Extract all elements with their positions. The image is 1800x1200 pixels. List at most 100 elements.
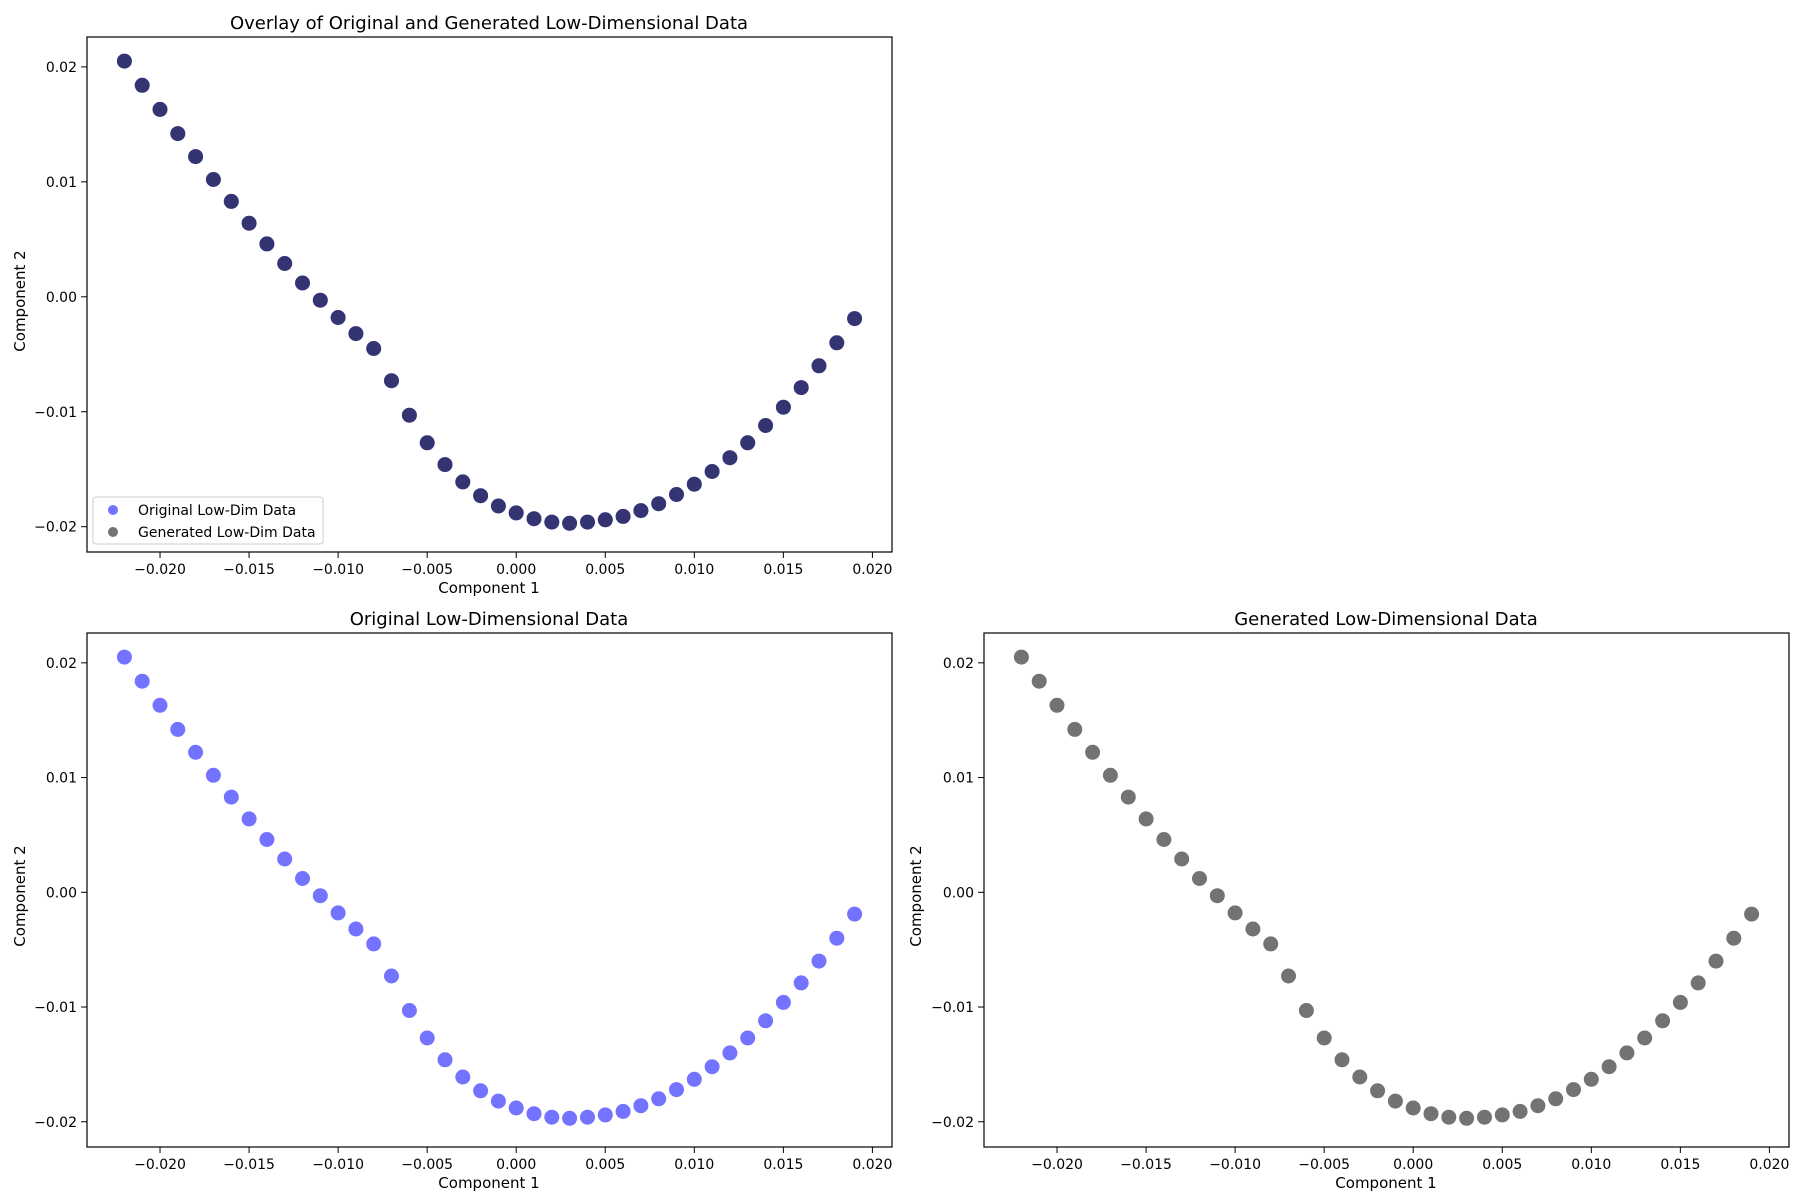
overlay-point-b-26 [580, 514, 595, 530]
original-point-a-11 [312, 888, 328, 904]
original-point-a-25 [562, 1110, 578, 1126]
generated-x-axis-label: Component 1 [1335, 1174, 1436, 1192]
generated-x-tick-label: 0.005 [1482, 1157, 1522, 1173]
original-point-a-20 [473, 1083, 489, 1099]
generated-point-a-17 [1316, 1030, 1332, 1046]
legend-marker-generated [108, 527, 118, 537]
generated-y-tick-label: 0.00 [943, 885, 974, 901]
overlay-point-b-9 [277, 256, 293, 271]
generated-point-a-7 [1138, 811, 1154, 827]
overlay-y-tick-label: 0.01 [46, 175, 77, 191]
original-point-a-17 [419, 1030, 435, 1046]
overlay-point-b-19 [455, 474, 471, 490]
overlay-point-b-36 [758, 418, 774, 433]
original-point-a-13 [348, 921, 364, 937]
original-point-a-3 [170, 721, 186, 737]
generated-point-a-34 [1619, 1045, 1635, 1061]
original-point-a-29 [633, 1098, 649, 1114]
generated-point-a-29 [1530, 1098, 1546, 1114]
original-plot-area: −0.020 −0.015 −0.010 −0.005 0.000 0.005 0.010 0… [34, 632, 893, 1173]
original-point-a-9 [277, 851, 293, 867]
generated-point-a-6 [1120, 789, 1136, 805]
generated-y-tick-label: −0.02 [931, 1115, 974, 1131]
overlay-point-b-11 [312, 292, 328, 308]
overlay-point-b-5 [205, 172, 221, 187]
overlay-point-b-18 [437, 457, 453, 473]
generated-panel: Generated Low-Dimensional Data Component… [907, 609, 1790, 1192]
generated-y-tick-label: 0.01 [943, 771, 974, 787]
overlay-x-tick-label: 0.020 [852, 562, 892, 578]
overlay-point-b-0 [116, 53, 132, 69]
original-point-a-21 [490, 1093, 506, 1109]
overlay-point-b-29 [633, 503, 649, 519]
original-point-a-31 [669, 1082, 684, 1098]
original-point-a-18 [437, 1052, 453, 1068]
generated-point-a-37 [1672, 994, 1688, 1010]
generated-point-a-19 [1352, 1069, 1368, 1085]
generated-point-a-30 [1548, 1091, 1564, 1107]
original-point-a-38 [793, 975, 809, 991]
generated-point-a-31 [1566, 1082, 1581, 1098]
generated-point-a-14 [1263, 936, 1279, 952]
generated-point-a-11 [1209, 888, 1225, 904]
legend-label-original: Original Low-Dim Data [138, 503, 296, 519]
overlay-title: Overlay of Original and Generated Low-Di… [230, 13, 748, 34]
original-point-a-33 [704, 1059, 720, 1075]
original-point-a-0 [116, 649, 132, 665]
overlay-point-b-15 [384, 373, 399, 389]
overlay-point-b-4 [188, 149, 204, 165]
overlay-axes-frame [86, 36, 893, 553]
overlay-panel: Overlay of Original and Generated Low-Di… [11, 13, 893, 597]
original-point-a-36 [758, 1013, 774, 1029]
original-point-a-41 [847, 906, 863, 922]
generated-point-a-27 [1494, 1107, 1510, 1123]
overlay-x-tick-label: −0.005 [401, 562, 453, 578]
overlay-point-b-23 [526, 511, 542, 527]
original-title: Original Low-Dimensional Data [350, 609, 629, 630]
overlay-plot-area: −0.020 −0.015 −0.010 −0.005 0.000 0.005 0.010 0… [34, 36, 893, 578]
original-x-tick-label: 0.015 [763, 1157, 803, 1173]
original-point-a-22 [508, 1100, 524, 1116]
generated-point-a-21 [1387, 1093, 1403, 1109]
generated-point-a-18 [1334, 1052, 1350, 1068]
generated-y-tick-label: 0.02 [943, 656, 974, 672]
generated-plot-area: −0.020 −0.015 −0.010 −0.005 0.000 0.005 0.010 0… [931, 632, 1790, 1173]
generated-point-a-1 [1031, 673, 1047, 689]
generated-point-a-28 [1512, 1103, 1528, 1119]
overlay-point-b-6 [223, 193, 239, 209]
overlay-point-b-33 [704, 464, 720, 479]
original-point-a-2 [152, 697, 168, 713]
generated-point-a-33 [1601, 1059, 1617, 1075]
overlay-point-b-34 [722, 450, 738, 466]
overlay-x-tick-label: 0.015 [763, 562, 803, 578]
legend-box [92, 496, 324, 545]
overlay-point-b-24 [544, 514, 560, 530]
overlay-point-b-13 [348, 326, 364, 342]
original-point-a-10 [295, 871, 310, 886]
overlay-point-b-8 [259, 236, 275, 252]
overlay-point-b-31 [669, 487, 684, 502]
overlay-point-b-3 [170, 126, 186, 142]
overlay-y-tick-label: 0.02 [46, 60, 77, 76]
overlay-point-b-2 [152, 101, 168, 117]
original-y-tick-label: −0.02 [34, 1115, 77, 1131]
overlay-point-b-37 [775, 399, 791, 415]
generated-point-a-10 [1192, 871, 1207, 886]
generated-y-tick-label: −0.01 [931, 1000, 974, 1016]
generated-point-a-3 [1067, 721, 1083, 737]
original-y-axis-label: Component 2 [11, 845, 29, 946]
original-point-a-35 [740, 1030, 756, 1046]
original-x-tick-label: 0.005 [585, 1157, 625, 1173]
original-point-a-27 [597, 1107, 613, 1123]
generated-point-a-16 [1298, 1003, 1314, 1018]
original-x-tick-label: 0.020 [852, 1157, 892, 1173]
original-point-a-32 [686, 1071, 702, 1087]
generated-x-tick-label: −0.015 [1120, 1157, 1172, 1173]
overlay-point-b-22 [508, 505, 524, 521]
original-point-a-7 [241, 811, 257, 827]
original-point-a-15 [384, 968, 399, 984]
overlay-x-tick-label: −0.020 [134, 562, 186, 578]
original-x-tick-label: −0.020 [134, 1157, 186, 1173]
overlay-point-b-35 [740, 435, 756, 451]
generated-point-a-12 [1227, 905, 1243, 921]
